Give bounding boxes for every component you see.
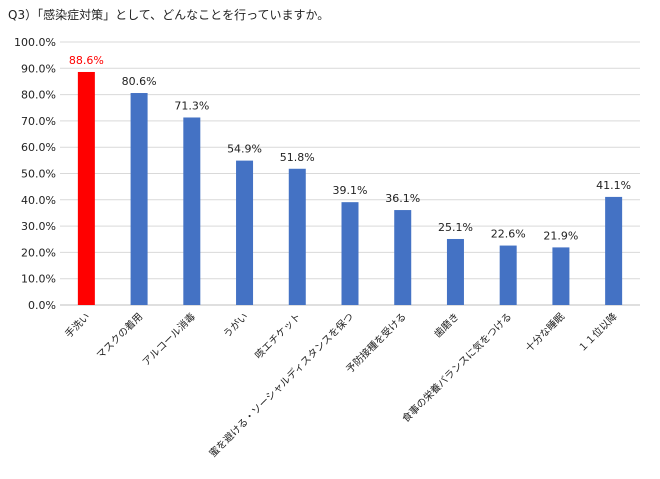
category-label: 十分な睡眠 [522, 310, 567, 355]
data-label: 88.6% [69, 54, 104, 67]
category-label: 手洗い [62, 310, 92, 340]
y-axis: 0.0% 10.0% 20.0% 30.0% 40.0% 50.0% 60.0% 70.0% 8… [14, 36, 56, 312]
data-label: 54.9% [227, 143, 262, 156]
y-tick-label: 30.0% [21, 220, 56, 233]
category-label: うがい [220, 310, 250, 340]
y-tick-label: 20.0% [21, 246, 56, 259]
y-tick-label: 90.0% [21, 62, 56, 75]
y-tick-label: 70.0% [21, 115, 56, 128]
category-label: 食事の栄養バランスに気をつける [399, 310, 514, 425]
data-label: 71.3% [174, 99, 209, 112]
category-label: マスクの着用 [94, 310, 146, 362]
chart-title: Q3）「感染症対策」として、どんなことを行っていますか。 [8, 8, 330, 22]
y-tick-label: 0.0% [28, 299, 56, 312]
bar [446, 238, 464, 305]
bars [77, 71, 623, 306]
data-label: 25.1% [438, 221, 473, 234]
y-tick-label: 10.0% [21, 273, 56, 286]
bar [236, 160, 254, 305]
y-tick-label: 50.0% [21, 168, 56, 181]
y-tick-label: 40.0% [21, 194, 56, 207]
bar [499, 245, 517, 305]
bar [605, 196, 623, 305]
bar [130, 93, 148, 305]
bar [341, 202, 359, 305]
data-label: 51.8% [280, 151, 315, 164]
data-labels: 88.6% 80.6% 71.3% 54.9% 51.8% 39.1% 36.1% 25.1%… [69, 54, 631, 242]
bar [77, 71, 95, 306]
data-label: 36.1% [385, 192, 420, 205]
category-label: アルコール消毒 [139, 310, 197, 368]
bar [288, 168, 306, 305]
data-label: 39.1% [333, 184, 368, 197]
bar [394, 210, 412, 305]
data-label: 80.6% [122, 75, 157, 88]
category-label: 咳エチケット [252, 310, 304, 362]
y-tick-label: 80.0% [21, 89, 56, 102]
bar [183, 117, 201, 305]
data-label: 41.1% [596, 179, 631, 192]
category-label: 歯磨き [431, 310, 461, 340]
data-label: 22.6% [491, 228, 526, 241]
data-label: 21.9% [543, 229, 578, 242]
bar [552, 247, 570, 305]
y-tick-label: 60.0% [21, 141, 56, 154]
y-tick-label: 100.0% [14, 36, 56, 49]
category-label: １１位以降 [575, 310, 620, 355]
